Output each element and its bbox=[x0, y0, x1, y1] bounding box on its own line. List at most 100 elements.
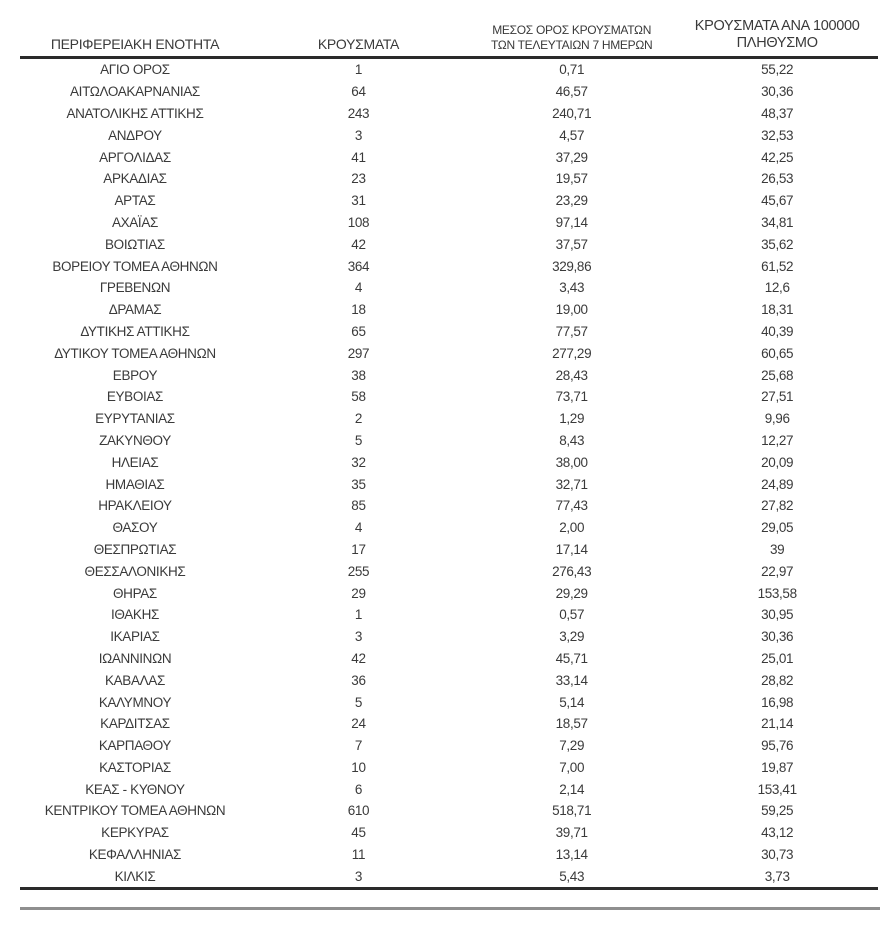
avg-7day-cell: 37,29 bbox=[555, 149, 588, 165]
region-cell: ΕΥΒΟΙΑΣ bbox=[106, 389, 164, 405]
avg-7day-cell: 276,43 bbox=[552, 563, 592, 579]
region-cell: ΑΡΤΑΣ bbox=[114, 193, 156, 209]
region-cell: ΙΘΑΚΗΣ bbox=[110, 607, 159, 623]
cases-cell: 6 bbox=[354, 781, 363, 797]
cases-cell: 85 bbox=[351, 498, 366, 514]
table-row: ΕΥΡΥΤΑΝΙΑΣ 2 1,29 9,96 bbox=[20, 408, 878, 430]
avg-7day-cell: 4,57 bbox=[559, 127, 585, 143]
region-cell: ΙΩΑΝΝΙΝΩΝ bbox=[98, 650, 172, 666]
table-row: ΑΡΤΑΣ 31 23,29 45,67 bbox=[20, 190, 878, 212]
region-cell: ΘΑΣΟΥ bbox=[112, 520, 158, 536]
header-cases-per-100k: ΚΡΟΥΣΜΑΤΑ ΑΝΑ 100000 ΠΛΗΘΥΣΜΟ bbox=[694, 18, 860, 51]
per-100k-cell: 25,68 bbox=[761, 367, 794, 383]
avg-7day-cell: 240,71 bbox=[552, 105, 592, 121]
cases-cell: 3 bbox=[354, 127, 363, 143]
region-cell: ΔΥΤΙΚΟΥ ΤΟΜΕΑ ΑΘΗΝΩΝ bbox=[54, 345, 216, 361]
per-100k-cell: 61,52 bbox=[761, 258, 794, 274]
per-100k-cell: 43,12 bbox=[761, 825, 794, 841]
avg-7day-cell: 19,57 bbox=[555, 171, 588, 187]
region-cell: ΑΝΔΡΟΥ bbox=[108, 127, 162, 143]
avg-7day-cell: 17,14 bbox=[555, 541, 588, 557]
cases-cell: 41 bbox=[351, 149, 366, 165]
per-100k-cell: 55,22 bbox=[761, 62, 794, 78]
avg-7day-cell: 7,29 bbox=[559, 738, 585, 754]
avg-7day-cell: 32,71 bbox=[555, 476, 588, 492]
per-100k-cell: 20,09 bbox=[761, 454, 794, 470]
avg-7day-cell: 7,00 bbox=[559, 759, 585, 775]
avg-7day-cell: 33,14 bbox=[555, 672, 588, 688]
table-row: ΓΡΕΒΕΝΩΝ 4 3,43 12,6 bbox=[20, 277, 878, 299]
region-cell: ΙΚΑΡΙΑΣ bbox=[110, 629, 160, 645]
region-cell: ΖΑΚΥΝΘΟΥ bbox=[99, 432, 171, 448]
cases-cell: 255 bbox=[347, 563, 370, 579]
avg-7day-cell: 13,14 bbox=[555, 847, 588, 863]
cases-cell: 243 bbox=[347, 105, 370, 121]
table-row: ΑΧΑΪΑΣ 108 97,14 34,81 bbox=[20, 212, 878, 234]
table-header-row: ΠΕΡΙΦΕΡΕΙΑΚΗ ΕΝΟΤΗΤΑ ΚΡΟΥΣΜΑΤΑ ΜΕΣΟΣ ΟΡΟ… bbox=[20, 6, 878, 58]
table-row: ΙΘΑΚΗΣ 1 0,57 30,95 bbox=[20, 604, 878, 626]
per-100k-cell: 18,31 bbox=[761, 302, 794, 318]
table-row: ΕΒΡΟΥ 38 28,43 25,68 bbox=[20, 364, 878, 386]
cases-cell: 31 bbox=[351, 193, 366, 209]
per-100k-cell: 48,37 bbox=[761, 105, 794, 121]
per-100k-cell: 29,05 bbox=[761, 520, 794, 536]
header-region-unit: ΠΕΡΙΦΕΡΕΙΑΚΗ ΕΝΟΤΗΤΑ bbox=[50, 36, 220, 52]
regional-cases-table: ΠΕΡΙΦΕΡΕΙΑΚΗ ΕΝΟΤΗΤΑ ΚΡΟΥΣΜΑΤΑ ΜΕΣΟΣ ΟΡΟ… bbox=[20, 6, 878, 891]
avg-7day-cell: 73,71 bbox=[555, 389, 588, 405]
per-100k-cell: 39 bbox=[770, 541, 785, 557]
region-cell: ΒΟΡΕΙΟΥ ΤΟΜΕΑ ΑΘΗΝΩΝ bbox=[52, 258, 218, 274]
avg-7day-cell: 277,29 bbox=[552, 345, 592, 361]
avg-7day-cell: 97,14 bbox=[555, 214, 588, 230]
avg-7day-cell: 29,29 bbox=[555, 585, 588, 601]
per-100k-cell: 12,27 bbox=[761, 432, 794, 448]
cases-cell: 35 bbox=[351, 476, 366, 492]
region-cell: ΑΡΓΟΛΙΔΑΣ bbox=[99, 149, 171, 165]
cases-cell: 3 bbox=[354, 629, 363, 645]
cases-cell: 1 bbox=[354, 607, 363, 623]
cases-cell: 7 bbox=[354, 738, 363, 754]
per-100k-cell: 26,53 bbox=[761, 171, 794, 187]
table-row: ΗΛΕΙΑΣ 32 38,00 20,09 bbox=[20, 451, 878, 473]
cases-cell: 58 bbox=[351, 389, 366, 405]
per-100k-cell: 45,67 bbox=[761, 193, 794, 209]
region-cell: ΗΛΕΙΑΣ bbox=[111, 454, 159, 470]
avg-7day-cell: 38,00 bbox=[555, 454, 588, 470]
per-100k-cell: 27,51 bbox=[761, 389, 794, 405]
per-100k-cell: 30,95 bbox=[761, 607, 794, 623]
table-row: ΘΕΣΠΡΩΤΙΑΣ 17 17,14 39 bbox=[20, 539, 878, 561]
avg-7day-cell: 518,71 bbox=[552, 803, 592, 819]
region-cell: ΑΡΚΑΔΙΑΣ bbox=[103, 171, 167, 187]
per-100k-cell: 34,81 bbox=[761, 214, 794, 230]
cases-cell: 45 bbox=[351, 825, 366, 841]
avg-7day-cell: 329,86 bbox=[552, 258, 592, 274]
region-cell: ΒΟΙΩΤΙΑΣ bbox=[105, 236, 165, 252]
region-cell: ΔΥΤΙΚΗΣ ΑΤΤΙΚΗΣ bbox=[80, 323, 190, 339]
table-row: ΒΟΙΩΤΙΑΣ 42 37,57 35,62 bbox=[20, 233, 878, 255]
avg-7day-cell: 5,14 bbox=[559, 694, 585, 710]
region-cell: ΚΕΡΚΥΡΑΣ bbox=[101, 825, 169, 841]
region-cell: ΚΑΛΥΜΝΟΥ bbox=[98, 694, 172, 710]
cases-cell: 11 bbox=[351, 847, 366, 863]
table-row: ΗΡΑΚΛΕΙΟΥ 85 77,43 27,82 bbox=[20, 495, 878, 517]
avg-7day-cell: 18,57 bbox=[555, 716, 588, 732]
per-100k-cell: 153,41 bbox=[757, 781, 798, 797]
region-cell: ΘΗΡΑΣ bbox=[113, 585, 157, 601]
avg-7day-cell: 37,57 bbox=[555, 236, 588, 252]
region-cell: ΕΒΡΟΥ bbox=[112, 367, 158, 383]
per-100k-cell: 3,73 bbox=[764, 868, 790, 884]
cases-cell: 42 bbox=[351, 236, 366, 252]
cases-cell: 65 bbox=[351, 323, 366, 339]
table-row: ΒΟΡΕΙΟΥ ΤΟΜΕΑ ΑΘΗΝΩΝ 364 329,86 61,52 bbox=[20, 255, 878, 277]
per-100k-cell: 30,36 bbox=[761, 84, 794, 100]
avg-7day-cell: 2,14 bbox=[559, 781, 585, 797]
avg-7day-cell: 3,29 bbox=[559, 629, 585, 645]
per-100k-cell: 59,25 bbox=[761, 803, 794, 819]
region-cell: ΕΥΡΥΤΑΝΙΑΣ bbox=[95, 411, 175, 427]
cases-cell: 42 bbox=[351, 650, 366, 666]
per-100k-cell: 32,53 bbox=[761, 127, 794, 143]
cases-cell: 4 bbox=[354, 520, 363, 536]
per-100k-cell: 40,39 bbox=[761, 323, 794, 339]
table-row: ΚΕΦΑΛΛΗΝΙΑΣ 11 13,14 30,73 bbox=[20, 844, 878, 866]
table-row: ΑΡΓΟΛΙΔΑΣ 41 37,29 42,25 bbox=[20, 146, 878, 168]
avg-7day-cell: 23,29 bbox=[555, 193, 588, 209]
